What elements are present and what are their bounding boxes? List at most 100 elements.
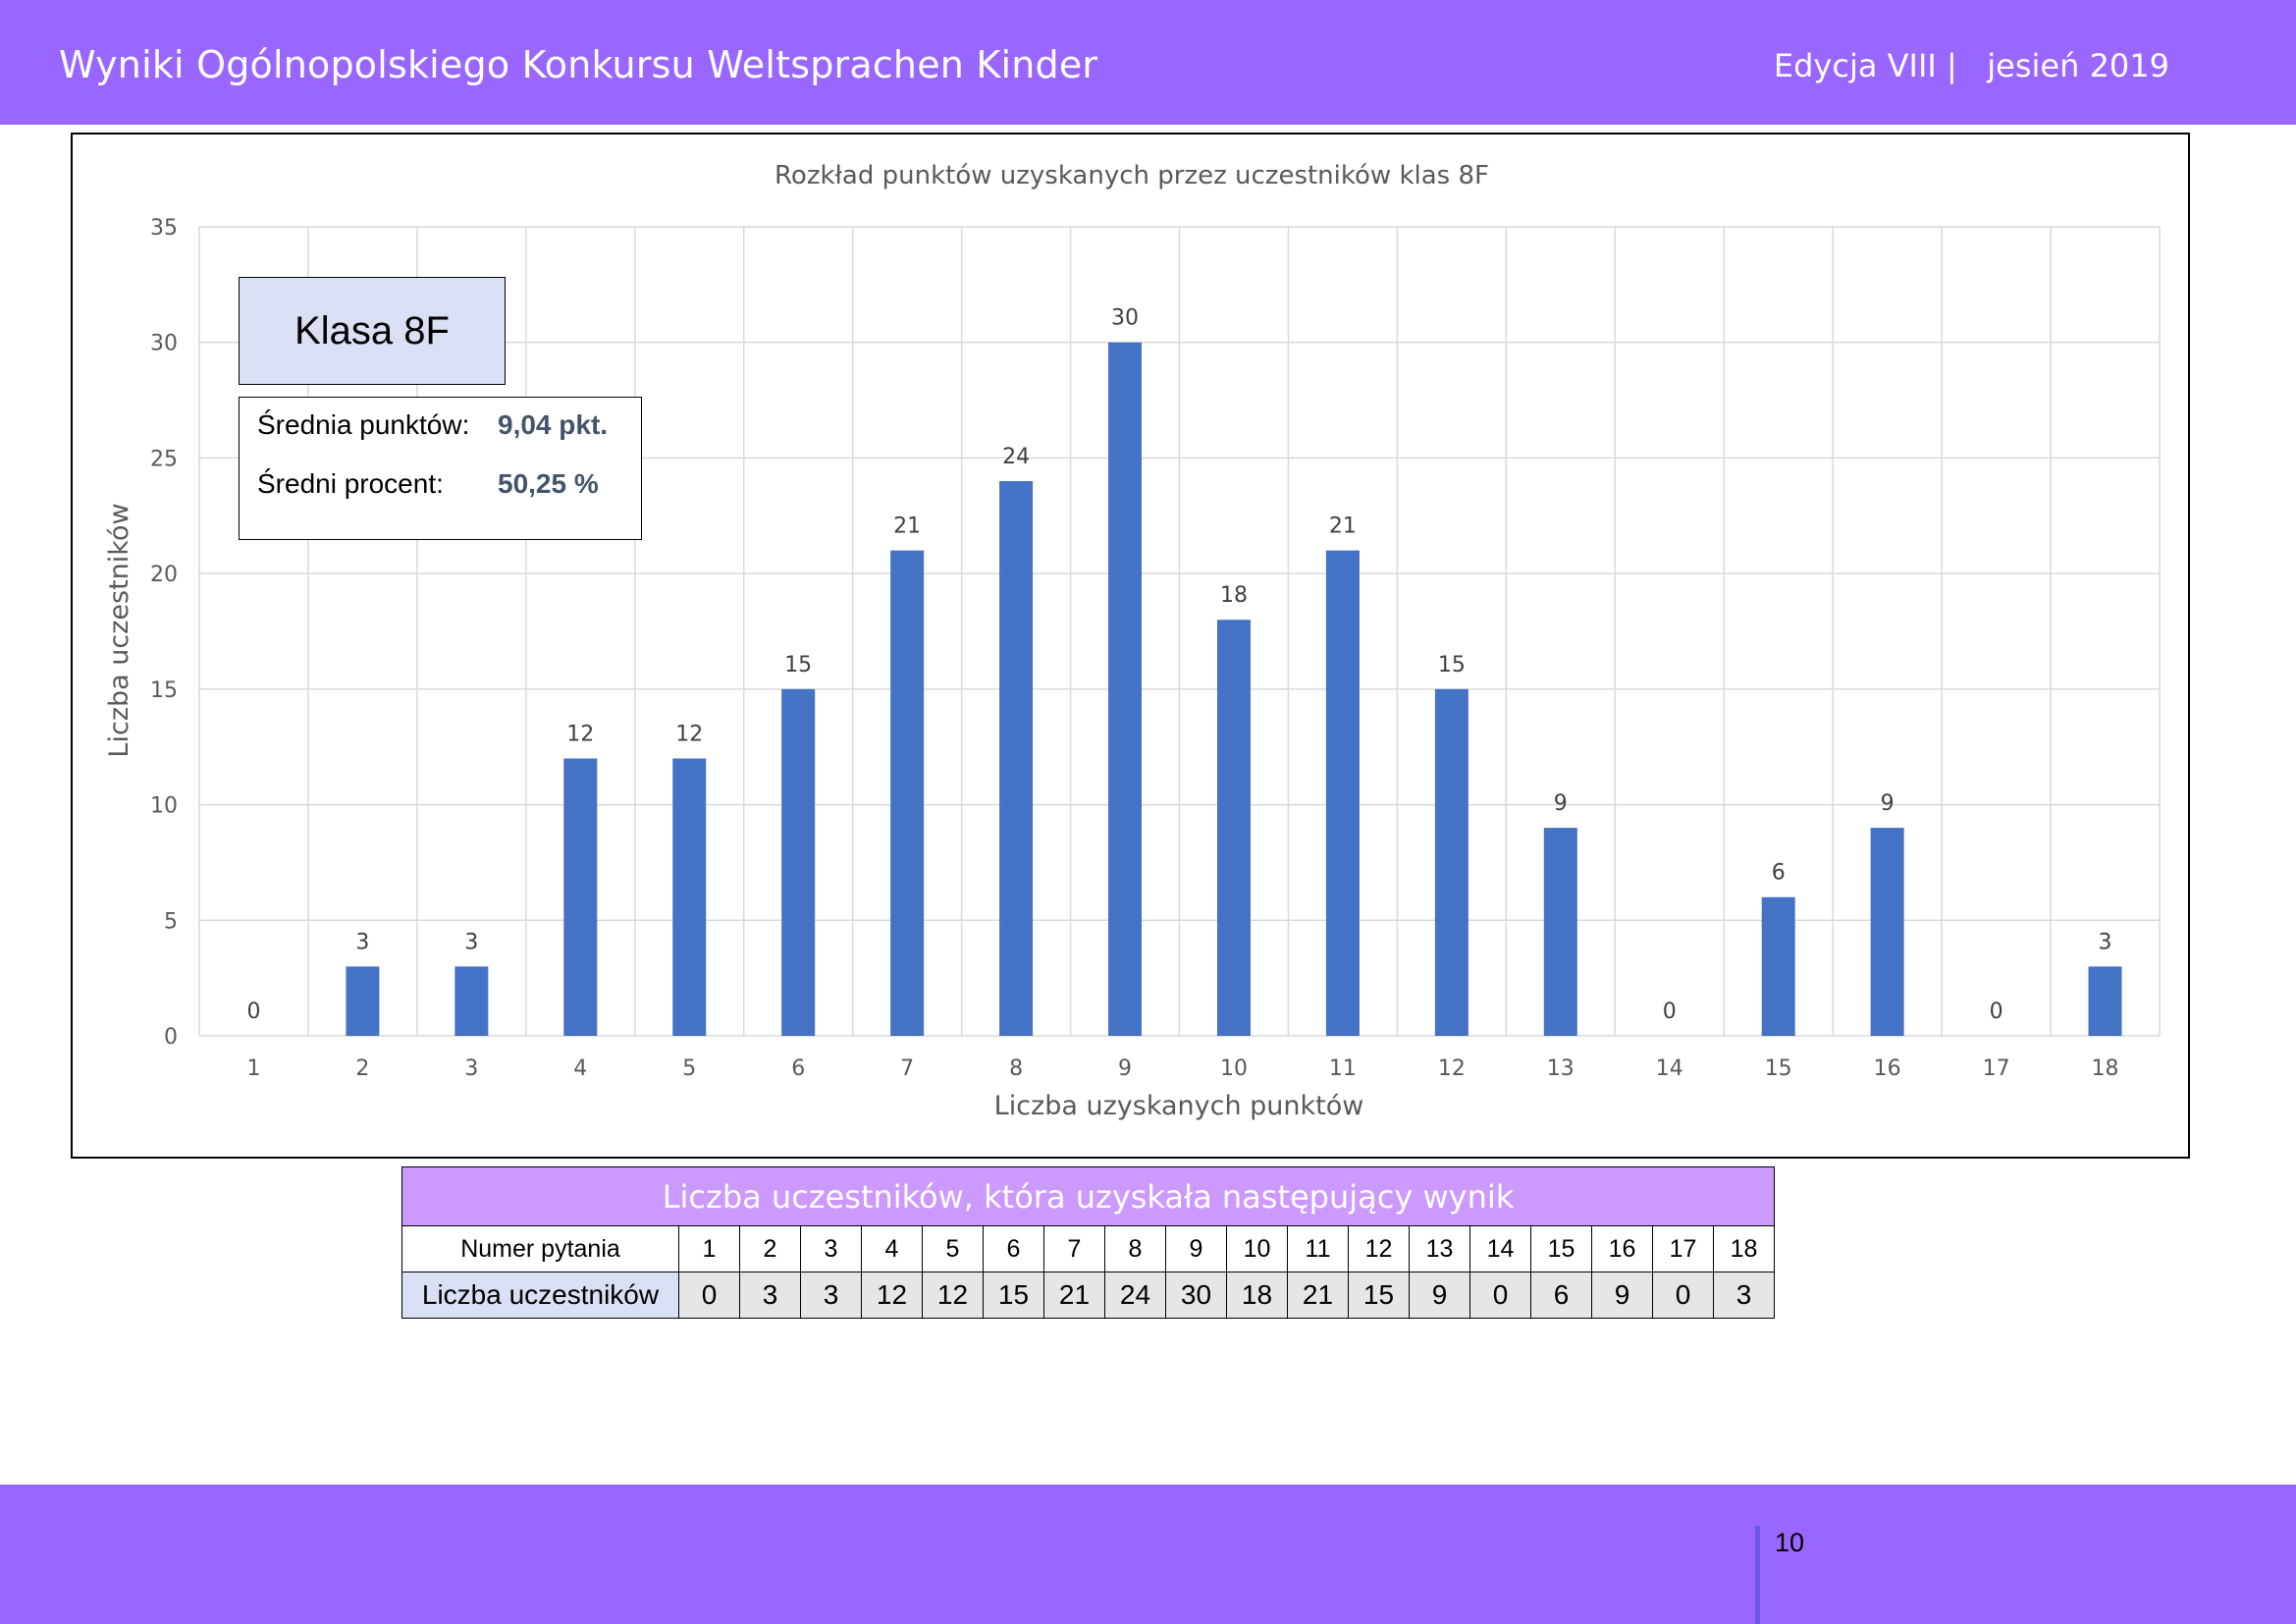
question-number-cell: 8 bbox=[1104, 1225, 1166, 1272]
question-number-cell: 1 bbox=[678, 1225, 740, 1272]
question-number-cell: 3 bbox=[800, 1225, 862, 1272]
x-tick-label: 8 bbox=[1009, 1056, 1023, 1081]
bar-value-label: 0 bbox=[1663, 1000, 1677, 1024]
x-tick-label: 2 bbox=[355, 1056, 369, 1081]
y-tick-label: 35 bbox=[150, 216, 178, 241]
x-tick-label: 6 bbox=[791, 1056, 805, 1081]
question-number-cell: 5 bbox=[922, 1225, 984, 1272]
bar-value-label: 3 bbox=[464, 930, 478, 954]
bar-value-label: 12 bbox=[566, 722, 594, 746]
bar-chart: 0510152025303501323312412515621724830918… bbox=[104, 161, 2161, 1121]
chart-frame: 0 5 10 15 20 25 30 35 0 1 3 2 3 3 12 4 12 5 15 6 21 7 24 8 30 9 18… bbox=[71, 133, 2190, 1159]
page-number: 10 bbox=[1775, 1528, 1805, 1557]
x-tick-label: 4 bbox=[573, 1056, 587, 1081]
x-tick-label: 1 bbox=[246, 1056, 260, 1081]
bar bbox=[2088, 966, 2122, 1036]
x-axis-title: Liczba uzyskanych punktów bbox=[994, 1091, 1364, 1121]
bar-value-label: 30 bbox=[1111, 306, 1139, 331]
results-table-title: Liczba uczestników, która uzyskała nastę… bbox=[401, 1166, 1775, 1225]
participant-count-cell: 18 bbox=[1226, 1272, 1288, 1319]
participant-count-cell: 3 bbox=[1713, 1272, 1775, 1319]
bar-value-label: 21 bbox=[1329, 514, 1357, 539]
x-tick-label: 3 bbox=[464, 1056, 478, 1081]
avg-percent-row: Średni procent: 50,25 % bbox=[257, 468, 599, 500]
participant-count-cell: 3 bbox=[739, 1272, 801, 1319]
bar bbox=[890, 550, 925, 1036]
question-number-cell: 10 bbox=[1226, 1225, 1288, 1272]
participant-count-cell: 24 bbox=[1104, 1272, 1166, 1319]
bar bbox=[1761, 896, 1795, 1036]
x-tick-label: 5 bbox=[682, 1056, 696, 1081]
participant-count-cell: 3 bbox=[800, 1272, 862, 1319]
x-tick-label: 9 bbox=[1118, 1056, 1132, 1081]
question-number-cell: 16 bbox=[1591, 1225, 1653, 1272]
question-number-cell: 12 bbox=[1348, 1225, 1410, 1272]
participant-count-cell: 9 bbox=[1591, 1272, 1653, 1319]
chart-labels: 0510152025303501323312412515621724830918… bbox=[150, 216, 2119, 1081]
participant-count-cell: 0 bbox=[678, 1272, 740, 1319]
question-number-cell: 7 bbox=[1043, 1225, 1105, 1272]
bar-value-label: 3 bbox=[2099, 930, 2112, 954]
chart-title: Rozkład punktów uzyskanych przez uczestn… bbox=[774, 161, 1489, 190]
participant-count-cell: 15 bbox=[1348, 1272, 1410, 1319]
x-tick-label: 17 bbox=[1983, 1056, 2010, 1081]
y-tick-label: 20 bbox=[150, 563, 178, 587]
bar-value-label: 18 bbox=[1220, 583, 1248, 608]
y-tick-label: 10 bbox=[150, 794, 178, 819]
bar bbox=[999, 480, 1034, 1036]
question-number-cell: 9 bbox=[1165, 1225, 1227, 1272]
question-number-cell: 2 bbox=[739, 1225, 801, 1272]
x-tick-label: 14 bbox=[1656, 1056, 1683, 1081]
y-tick-label: 5 bbox=[164, 909, 178, 934]
bar-value-label: 12 bbox=[675, 722, 703, 746]
bar bbox=[454, 966, 489, 1036]
participant-count-cell: 15 bbox=[983, 1272, 1044, 1319]
bar bbox=[1434, 688, 1468, 1036]
avg-points-row: Średnia punktów: 9,04 pkt. bbox=[257, 409, 608, 441]
bar bbox=[1216, 620, 1251, 1036]
results-table-wrapper: Liczba uczestników, która uzyskała nastę… bbox=[401, 1166, 1775, 1319]
avg-percent-value: 50,25 % bbox=[498, 468, 599, 499]
edition-label: Edycja VIII | jesień 2019 bbox=[1773, 47, 2169, 84]
bar bbox=[672, 758, 707, 1036]
y-tick-label: 15 bbox=[150, 678, 178, 703]
question-number-cell: 13 bbox=[1409, 1225, 1470, 1272]
question-number-cell: 4 bbox=[861, 1225, 923, 1272]
page-footer: 10 bbox=[0, 1485, 2296, 1624]
avg-points-value: 9,04 pkt. bbox=[498, 409, 609, 440]
bar-value-label: 9 bbox=[1881, 791, 1895, 816]
question-number-cell: 14 bbox=[1469, 1225, 1531, 1272]
participant-count-cell: 12 bbox=[922, 1272, 984, 1319]
table-row-counts: Liczba uczestników 0 3 3 12 12 15 21 24 30 18 21 15… bbox=[401, 1272, 1775, 1319]
question-number-cell: 6 bbox=[983, 1225, 1044, 1272]
bar-value-label: 6 bbox=[1772, 861, 1786, 886]
bar-value-label: 3 bbox=[355, 930, 369, 954]
y-tick-label: 0 bbox=[164, 1025, 178, 1050]
bar bbox=[1543, 828, 1577, 1036]
bar bbox=[1108, 342, 1143, 1036]
row-label-questions: Numer pytania bbox=[401, 1225, 679, 1272]
avg-percent-label: Średni procent: bbox=[257, 468, 444, 499]
bar-value-label: 15 bbox=[1438, 653, 1466, 677]
y-tick-label: 25 bbox=[150, 447, 178, 471]
x-tick-label: 13 bbox=[1547, 1056, 1575, 1081]
x-tick-label: 11 bbox=[1329, 1056, 1357, 1081]
y-tick-label: 30 bbox=[150, 332, 178, 356]
bar-value-label: 0 bbox=[246, 1000, 260, 1024]
results-table: Numer pytania 1 2 3 4 5 6 7 8 9 10 11 12 13 14 15 16 17 1… bbox=[401, 1225, 1775, 1319]
bar bbox=[563, 758, 598, 1036]
report-title: Wyniki Ogólnopolskiego Konkursu Weltspra… bbox=[59, 43, 1098, 86]
participant-count-cell: 0 bbox=[1469, 1272, 1531, 1319]
bar bbox=[781, 688, 816, 1036]
participant-count-cell: 0 bbox=[1652, 1272, 1714, 1319]
question-number-cell: 18 bbox=[1713, 1225, 1775, 1272]
bar-value-label: 0 bbox=[1990, 1000, 2003, 1024]
participant-count-cell: 6 bbox=[1530, 1272, 1592, 1319]
participant-count-cell: 12 bbox=[861, 1272, 923, 1319]
x-tick-label: 7 bbox=[900, 1056, 914, 1081]
page-number-divider bbox=[1755, 1526, 1760, 1624]
bar-value-label: 15 bbox=[784, 653, 812, 677]
x-tick-label: 15 bbox=[1765, 1056, 1792, 1081]
avg-points-label: Średnia punktów: bbox=[257, 409, 470, 440]
bar-value-label: 21 bbox=[893, 514, 921, 539]
